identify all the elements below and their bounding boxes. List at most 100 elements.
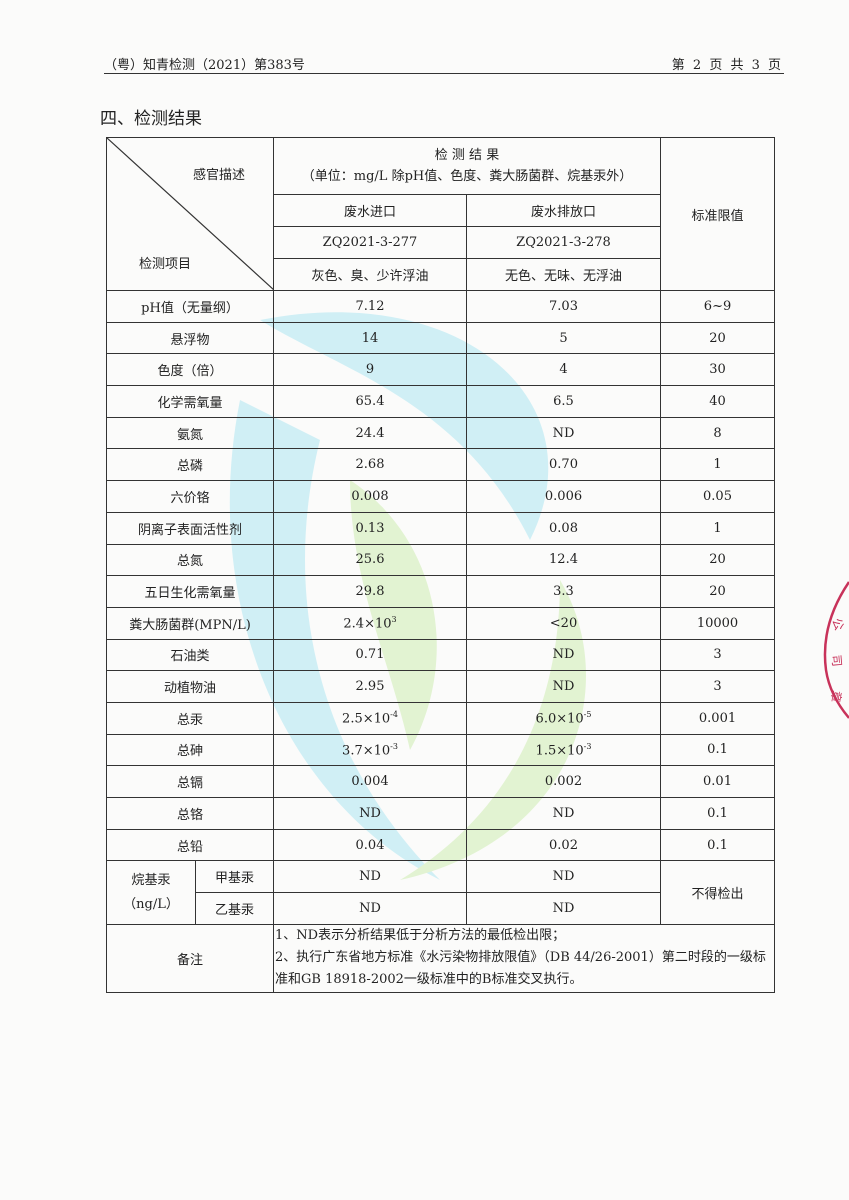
inlet-value-text: 2.68 <box>355 457 385 473</box>
limit-value: 0.01 <box>660 765 776 798</box>
limit-value-text: 6~9 <box>703 298 732 314</box>
limit-value-text: 0.1 <box>707 742 728 758</box>
item-cell: 总镉 <box>106 765 274 798</box>
inlet-value-text: 0.04 <box>355 837 385 853</box>
outlet-value-text: 0.006 <box>544 488 583 504</box>
item-cell: 总铬 <box>106 797 274 830</box>
alkyl-item: 甲基汞 <box>195 860 274 894</box>
item-cell-text: 总汞 <box>176 712 203 728</box>
inlet-value-text: 25.6 <box>355 552 385 568</box>
inlet-value: 0.04 <box>273 828 467 862</box>
results-header: 检 测 结 果 （单位：mg/L 除pH值、色度、粪大肠菌群、烷基汞外） <box>272 137 662 195</box>
description-inlet: 灰色、臭、少许浮油 <box>273 257 467 292</box>
outlet-value-text: 0.08 <box>549 520 578 536</box>
inlet-value-text: 0.71 <box>355 647 385 663</box>
outlet-value: 0.70 <box>465 448 662 482</box>
outlet-value: 0.006 <box>465 480 662 513</box>
limit-value-text: 30 <box>709 362 726 378</box>
table-row: 总氮 25.6 12.4 20 <box>106 543 776 577</box>
inlet-value: 7.12 <box>273 290 467 323</box>
outlet-value: <20 <box>465 606 662 640</box>
inlet-value-text: 14 <box>361 330 379 346</box>
limit-value: 0.1 <box>660 733 776 767</box>
table-row: 阴离子表面活性剂 0.13 0.08 1 <box>106 511 776 545</box>
alkyl-inlet: ND <box>273 860 467 894</box>
alkyl-group-label: 烷基汞 <box>131 872 171 888</box>
limit-value-text: 20 <box>709 584 726 600</box>
limit-value: 0.1 <box>660 797 776 830</box>
limit-header: 标准限值 <box>660 137 776 291</box>
svg-text:章: 章 <box>828 689 845 703</box>
limit-value-text: 3 <box>713 679 722 695</box>
limit-value-text: 0.05 <box>703 488 732 504</box>
outlet-value: ND <box>465 416 662 450</box>
description-outlet: 无色、无味、无浮油 <box>465 257 662 292</box>
inlet-value: 0.004 <box>273 765 467 798</box>
outlet-value: 5 <box>465 321 662 355</box>
item-cell-text: pH值（无量纲） <box>141 300 239 316</box>
limit-value: 10000 <box>660 606 776 640</box>
item-cell-text: 五日生化需氧量 <box>144 586 236 602</box>
limit-value-text: 40 <box>709 393 726 409</box>
outlet-value-text: 6.0×10 <box>535 711 584 727</box>
outlet-value: 4 <box>465 353 662 387</box>
outlet-value: 0.08 <box>465 511 662 545</box>
inlet-value: 2.4×103 <box>273 606 467 640</box>
results-table: 感官描述 检测项目 检 测 结 果 （单位：mg/L 除pH值、色度、粪大肠菌群… <box>106 137 776 993</box>
inlet-value: 2.68 <box>273 448 467 482</box>
item-cell-text: 化学需氧量 <box>157 395 223 411</box>
limit-value: 0.05 <box>660 480 776 513</box>
limit-value: 3 <box>660 670 776 703</box>
site-inlet: 废水进口 <box>273 193 467 227</box>
table-row: 粪大肠菌群(MPN/L) 2.4×103 <20 10000 <box>106 606 776 640</box>
outlet-value: 1.5×10-3 <box>465 733 662 767</box>
report-number: （粤）知青检测（2021）第383号 <box>104 58 305 73</box>
inlet-value: 0.008 <box>273 480 467 513</box>
outlet-value-text: 4 <box>559 362 568 378</box>
table-row: 总铅 0.04 0.02 0.1 <box>106 828 776 862</box>
item-cell-text: 总氮 <box>176 554 203 570</box>
outlet-value: ND <box>465 638 662 672</box>
limit-value-text: 1 <box>713 457 722 473</box>
outlet-value-exponent: -5 <box>583 710 592 720</box>
inlet-value-text: 0.13 <box>355 520 385 536</box>
limit-value-text: 10000 <box>696 615 739 631</box>
inlet-value: 0.71 <box>273 638 467 672</box>
table-row: 五日生化需氧量 29.8 3.3 20 <box>106 575 776 608</box>
inlet-value-text: 7.12 <box>355 298 385 314</box>
item-cell: 阴离子表面活性剂 <box>106 511 274 545</box>
table-row: 总砷 3.7×10-3 1.5×10-3 0.1 <box>106 733 776 767</box>
inlet-value: 0.13 <box>273 511 467 545</box>
outlet-value: 6.5 <box>465 385 662 418</box>
item-cell-text: 石油类 <box>170 649 210 665</box>
section-title: 四、检测结果 <box>100 109 202 129</box>
alkyl-outlet: ND <box>465 860 662 894</box>
outlet-value: 12.4 <box>465 543 662 577</box>
outlet-value: 7.03 <box>465 290 662 323</box>
item-cell: 总铅 <box>106 828 274 862</box>
notes-label: 备注 <box>106 923 274 993</box>
limit-value: 6~9 <box>660 290 776 323</box>
inlet-value-text: 9 <box>365 362 375 378</box>
item-cell: 总磷 <box>106 448 274 482</box>
limit-value: 3 <box>660 638 776 672</box>
alkyl-inlet: ND <box>273 892 467 925</box>
outlet-value-text: ND <box>552 805 575 821</box>
table-row: 总磷 2.68 0.70 1 <box>106 448 776 482</box>
inlet-value: 25.6 <box>273 543 467 577</box>
inlet-value-text: 29.8 <box>355 584 385 600</box>
outlet-value-text: ND <box>552 679 575 695</box>
limit-value: 20 <box>660 543 776 577</box>
outlet-value-text: ND <box>552 425 575 441</box>
item-cell: 粪大肠菌群(MPN/L) <box>106 606 274 640</box>
alkyl-item: 乙基汞 <box>195 892 274 925</box>
inlet-value-exponent: 3 <box>391 615 397 625</box>
outlet-value-text: 5 <box>559 330 568 346</box>
corner-bottom-label: 检测项目 <box>139 257 192 272</box>
limit-value-text: 0.01 <box>703 774 732 790</box>
inlet-value: 14 <box>273 321 467 355</box>
company-seal: 公 司 章 <box>823 581 849 719</box>
outlet-value: 0.02 <box>465 828 662 862</box>
alkyl-unit: （ng/L） <box>123 896 179 912</box>
inlet-value: 3.7×10-3 <box>273 733 467 767</box>
